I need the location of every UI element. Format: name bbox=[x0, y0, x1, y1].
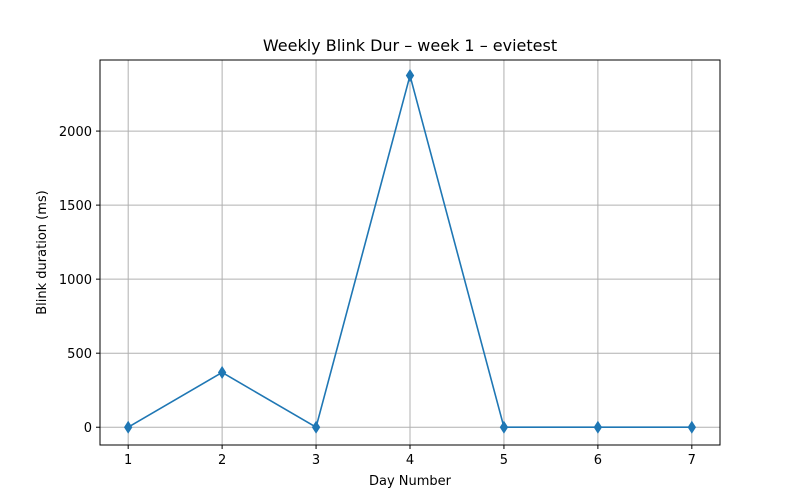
data-point-marker bbox=[687, 420, 697, 434]
x-tick-label: 2 bbox=[218, 453, 226, 468]
chart-title: Weekly Blink Dur – week 1 – evietest bbox=[263, 36, 557, 55]
x-tick-label: 7 bbox=[688, 453, 696, 468]
data-point-marker bbox=[311, 420, 321, 434]
data-point-marker bbox=[405, 69, 415, 83]
x-tick-label: 6 bbox=[594, 453, 602, 468]
x-tick-label: 5 bbox=[500, 453, 508, 468]
x-tick-label: 1 bbox=[124, 453, 132, 468]
series bbox=[123, 69, 697, 434]
x-tick-label: 4 bbox=[406, 453, 414, 468]
y-tick-label: 1000 bbox=[59, 273, 92, 288]
x-axis-label: Day Number bbox=[369, 474, 452, 489]
grid bbox=[100, 60, 720, 445]
y-tick-label: 2000 bbox=[59, 125, 92, 140]
data-point-marker bbox=[499, 420, 509, 434]
data-point-marker bbox=[593, 420, 603, 434]
data-point-marker bbox=[123, 420, 133, 434]
ticks: 1 2 3 4 5 6 7 0 500 1000 1500 2000 bbox=[59, 125, 696, 468]
data-point-marker bbox=[217, 365, 227, 379]
x-tick-label: 3 bbox=[312, 453, 320, 468]
y-tick-label: 500 bbox=[67, 347, 92, 362]
y-tick-label: 0 bbox=[84, 421, 92, 436]
y-axis-label: Blink duration (ms) bbox=[35, 190, 50, 314]
y-tick-label: 1500 bbox=[59, 199, 92, 214]
